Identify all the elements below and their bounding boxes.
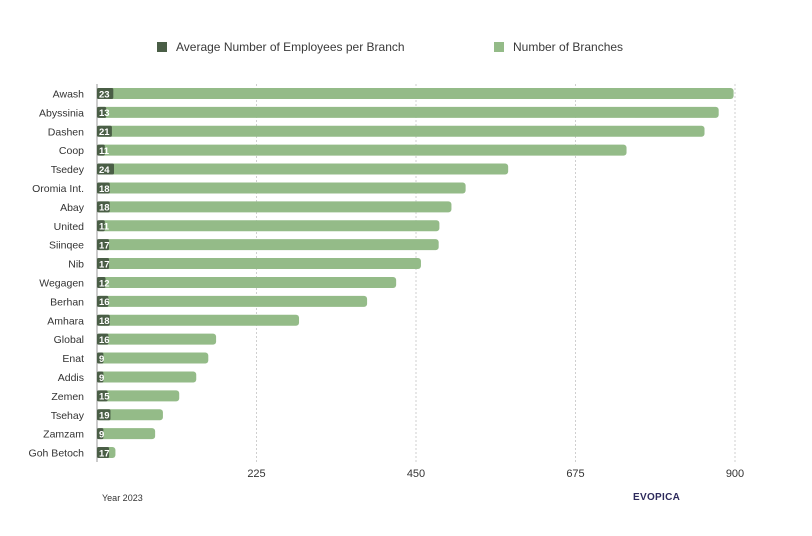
x-tick-label-225: 225: [247, 468, 265, 480]
data-label-employees: 17: [99, 240, 110, 251]
bar-employees: [97, 447, 110, 459]
category-label: Global: [54, 334, 84, 346]
legend-label-employees: Average Number of Employees per Branch: [176, 40, 405, 54]
bar-employees: [97, 258, 110, 270]
chart-legend: Average Number of Employees per Branch N…: [0, 40, 812, 56]
category-label: Abyssinia: [39, 107, 84, 119]
x-tick-label-675: 675: [566, 468, 584, 480]
bar-employees: [97, 125, 112, 137]
bar-employees: [97, 182, 110, 194]
data-label-employees: 16: [99, 335, 110, 346]
data-label-employees: 23: [99, 89, 110, 100]
legend-swatch-employees: [157, 42, 167, 52]
bar-employees: [97, 314, 110, 326]
bar-employees: [97, 106, 107, 118]
data-label-employees: 19: [99, 411, 110, 422]
category-label: Tsedey: [51, 164, 85, 176]
data-label-employees: 13: [99, 108, 110, 119]
bar-employees: [97, 295, 109, 307]
data-label-employees: 15: [99, 392, 110, 403]
bar-branches: [97, 182, 466, 194]
data-label-employees: 16: [99, 297, 110, 308]
bar-branches: [97, 87, 734, 99]
category-label: Amhara: [47, 315, 84, 327]
category-label: Nib: [68, 259, 84, 271]
bars: [97, 87, 734, 459]
data-label-employees: 18: [99, 203, 110, 214]
bar-branches: [97, 333, 217, 345]
category-label: Coop: [59, 145, 84, 157]
data-label-employees: 9: [99, 373, 104, 384]
category-label: Siinqee: [49, 240, 84, 252]
category-label: United: [54, 221, 85, 233]
bar-branches: [97, 106, 719, 118]
category-label: Enat: [62, 353, 84, 365]
labels: 225 450 675 900 Awash 23 Abyssinia 13 Dashen 21 Co…: [29, 88, 745, 480]
bar-branches: [97, 409, 163, 421]
category-label: Tsehay: [51, 410, 85, 422]
bar-branches: [97, 428, 156, 440]
bar-employees: [97, 163, 115, 175]
bar-branches: [97, 125, 705, 137]
bar-employees: [97, 352, 104, 364]
bar-branches: [97, 144, 627, 156]
data-label-employees: 11: [99, 222, 110, 233]
category-label: Oromia Int.: [32, 183, 84, 195]
bar-employees: [97, 390, 108, 402]
bar-employees: [97, 428, 104, 440]
bar-branches: [97, 390, 180, 402]
data-label-employees: 12: [99, 278, 110, 289]
bar-employees: [97, 239, 110, 251]
bar-employees: [97, 276, 106, 288]
bar-employees: [97, 201, 110, 213]
category-label: Wegagen: [39, 277, 84, 289]
category-label: Awash: [53, 88, 84, 100]
category-label: Addis: [58, 372, 84, 384]
bar-employees: [97, 333, 109, 345]
bar-employees: [97, 87, 114, 99]
category-label: Zemen: [51, 391, 84, 403]
bar-branches: [97, 201, 452, 213]
legend-swatch-branches: [494, 42, 504, 52]
bar-branches: [97, 163, 509, 175]
category-label: Zamzam: [43, 429, 84, 441]
category-label: Berhan: [50, 296, 84, 308]
bar-branches: [97, 258, 421, 270]
bar-branches: [97, 295, 368, 307]
brand-logo: EVOPICA: [633, 492, 681, 503]
bar-branches: [97, 352, 209, 364]
category-label: Abay: [60, 202, 85, 214]
bar-branches: [97, 276, 397, 288]
category-label: Goh Betoch: [29, 448, 85, 460]
footer-year: Year 2023: [102, 493, 143, 503]
bar-branches: [97, 220, 440, 232]
data-label-employees: 24: [99, 165, 110, 176]
data-label-employees: 21: [99, 127, 110, 138]
category-label: Dashen: [48, 126, 84, 138]
bar-employees: [97, 409, 111, 421]
bar-branches: [97, 314, 300, 326]
data-label-employees: 18: [99, 316, 110, 327]
x-tick-label-900: 900: [726, 468, 744, 480]
data-label-employees: 11: [99, 146, 110, 157]
bar-employees: [97, 144, 105, 156]
bar-branches: [97, 239, 439, 251]
bar-employees: [97, 220, 105, 232]
legend-item-branches: Number of Branches: [494, 40, 623, 54]
legend-item-employees: Average Number of Employees per Branch: [157, 40, 405, 54]
data-label-employees: 9: [99, 429, 104, 440]
bar-employees: [97, 371, 104, 383]
bar-branches: [97, 371, 197, 383]
data-label-employees: 9: [99, 354, 104, 365]
legend-label-branches: Number of Branches: [513, 40, 624, 54]
grid-lines: [96, 84, 736, 462]
data-label-employees: 18: [99, 184, 110, 195]
x-tick-label-450: 450: [407, 468, 425, 480]
data-label-employees: 17: [99, 448, 110, 459]
data-label-employees: 17: [99, 259, 110, 270]
